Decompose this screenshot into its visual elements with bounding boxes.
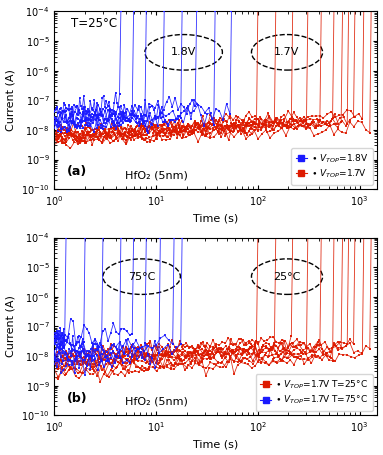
Text: HfO₂ (5nm): HfO₂ (5nm) xyxy=(126,170,188,180)
Legend: $\bullet$ $V_{TOP}$=1.7V T=25°C, $\bullet$ $V_{TOP}$=1.7V T=75°C: $\bullet$ $V_{TOP}$=1.7V T=25°C, $\bulle… xyxy=(255,374,373,411)
Text: 1.8V: 1.8V xyxy=(171,47,196,57)
Text: (b): (b) xyxy=(67,392,88,404)
X-axis label: Time (s): Time (s) xyxy=(193,440,239,450)
Y-axis label: Current (A): Current (A) xyxy=(6,69,16,131)
Y-axis label: Current (A): Current (A) xyxy=(6,295,16,357)
Text: 75°C: 75°C xyxy=(128,272,155,282)
Text: 25°C: 25°C xyxy=(273,272,301,282)
Text: T=25°C: T=25°C xyxy=(70,17,117,30)
X-axis label: Time (s): Time (s) xyxy=(193,213,239,223)
Text: (a): (a) xyxy=(67,166,88,178)
Legend: $\bullet$ $V_{TOP}$=1.8V, $\bullet$ $V_{TOP}$=1.7V: $\bullet$ $V_{TOP}$=1.8V, $\bullet$ $V_{… xyxy=(291,148,373,185)
Text: HfO₂ (5nm): HfO₂ (5nm) xyxy=(126,396,188,406)
Text: 1.7V: 1.7V xyxy=(274,47,300,57)
